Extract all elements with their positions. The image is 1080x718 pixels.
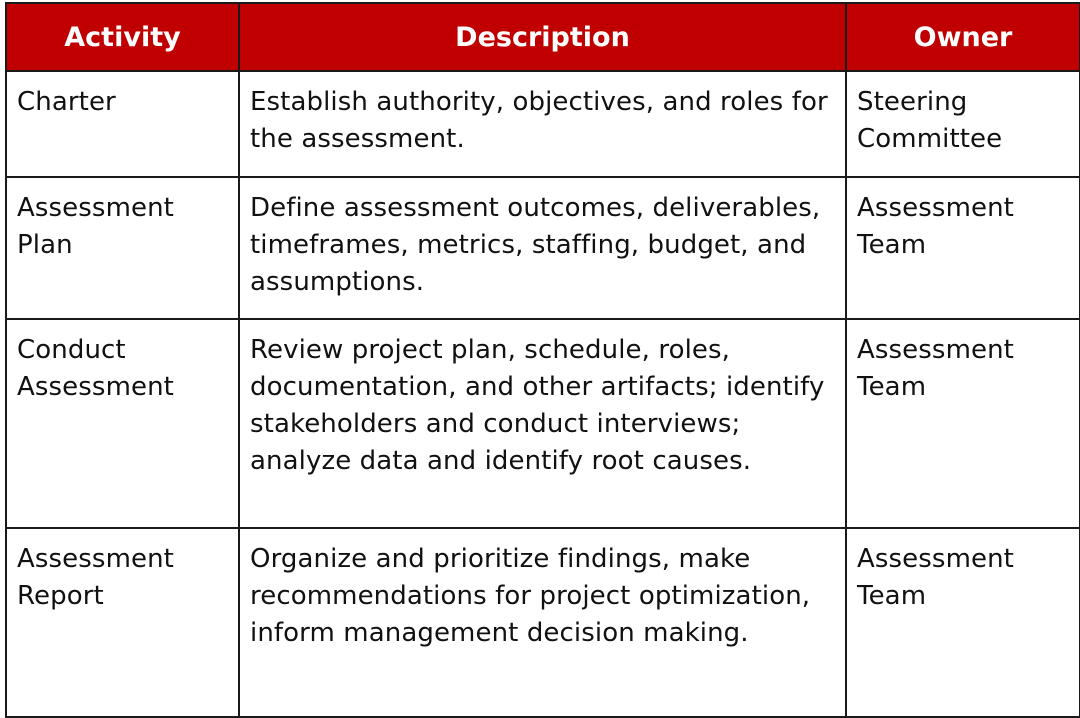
description-cell: Establish authority, objectives, and rol… xyxy=(238,70,847,178)
owner-cell: Assessment Team xyxy=(845,318,1080,529)
owner-cell: Assessment Team xyxy=(845,527,1080,718)
column-header-owner: Owner xyxy=(845,2,1080,72)
table-header-row: Activity Description Owner xyxy=(5,2,1080,72)
description-cell: Define assessment outcomes, deliverables… xyxy=(238,176,847,320)
activity-cell: Conduct Assessment xyxy=(5,318,240,529)
activity-table: Activity Description Owner Charter Estab… xyxy=(5,2,1080,718)
owner-cell: Steering Committee xyxy=(845,70,1080,178)
column-header-activity: Activity xyxy=(5,2,240,72)
table-row: Conduct Assessment Review project plan, … xyxy=(5,318,1080,529)
table-row: Assessment Report Organize and prioritiz… xyxy=(5,527,1080,718)
table-row: Assessment Plan Define assessment outcom… xyxy=(5,176,1080,320)
description-cell: Review project plan, schedule, roles, do… xyxy=(238,318,847,529)
column-header-description: Description xyxy=(238,2,847,72)
activity-cell: Charter xyxy=(5,70,240,178)
owner-cell: Assessment Team xyxy=(845,176,1080,320)
description-cell: Organize and prioritize findings, make r… xyxy=(238,527,847,718)
table-row: Charter Establish authority, objectives,… xyxy=(5,70,1080,178)
activity-cell: Assessment Report xyxy=(5,527,240,718)
activity-cell: Assessment Plan xyxy=(5,176,240,320)
